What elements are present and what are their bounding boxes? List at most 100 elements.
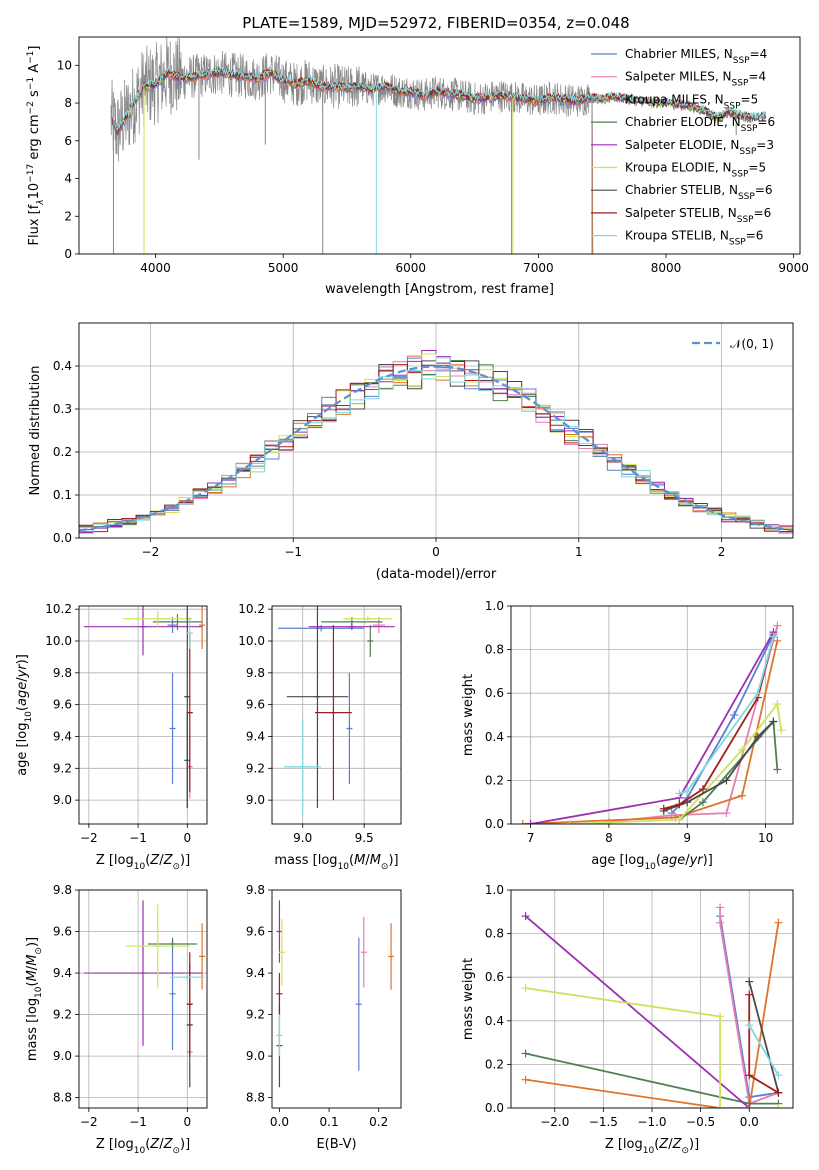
legend-sub: SSP <box>729 238 746 248</box>
label-part: ( <box>145 1137 150 1152</box>
label-part: / <box>15 677 30 682</box>
y-tick-label: 9.6 <box>246 698 265 712</box>
weight-line-salpeter_miles <box>719 907 779 1105</box>
y-tick-label: 9.8 <box>246 883 265 897</box>
label-part: )] <box>180 853 190 868</box>
legend-name: Salpeter MILES, N <box>625 70 732 84</box>
label-part: ⊙ <box>172 862 180 872</box>
y-tick-label: 10.0 <box>45 634 72 648</box>
label-part: mass [log <box>25 998 40 1061</box>
y-tick-label: 0.4 <box>485 1014 504 1028</box>
x-tick-label: 8 <box>605 831 613 845</box>
label-part: −1 <box>26 51 36 64</box>
label-part: 10 <box>24 711 34 723</box>
legend-name: Kroupa STELIB, N <box>625 229 729 243</box>
y-tick-label: 9.2 <box>246 761 265 775</box>
axes-frame <box>78 322 794 539</box>
legend-label-kroupa_stelib: Kroupa STELIB, NSSP=6 <box>625 229 763 248</box>
weight-line-salpeter_miles <box>608 625 779 823</box>
weight-line-chabrier_stelib <box>748 981 780 1093</box>
y-tick-label: 9.0 <box>246 1049 265 1063</box>
legend-label-chabrier_miles: Chabrier MILES, NSSP=4 <box>625 47 767 66</box>
plot-area-mass_vs_ebv <box>276 900 395 1088</box>
mass-Z-y-label: mass [log10(M/M⊙)] <box>25 937 44 1061</box>
plot-area-spectrum <box>110 37 767 254</box>
label-part: age [log <box>15 723 30 776</box>
legend-tail: =5 <box>748 161 766 175</box>
x-tick-label: 8000 <box>651 261 682 275</box>
label-part: 10 <box>134 862 146 872</box>
label-part: ( <box>654 1137 659 1152</box>
label-part: ] <box>27 46 42 51</box>
x-tick-label: 0 <box>432 545 440 559</box>
y-tick-label: 0.6 <box>485 970 504 984</box>
legend-label-salpeter_miles: Salpeter MILES, NSSP=4 <box>625 70 766 89</box>
residuals-x-label: (data-model)/error <box>376 567 497 582</box>
label-part: age [log <box>591 853 644 868</box>
axes-frame <box>510 889 794 1109</box>
label-part: −17 <box>26 164 36 183</box>
y-tick-label: 9.6 <box>53 925 72 939</box>
label-part: Z [log <box>96 1137 134 1152</box>
label-part: Z <box>149 853 160 868</box>
y-tick-label: 2 <box>64 209 72 223</box>
label-part: ( <box>349 853 354 868</box>
x-tick-label: 5000 <box>268 261 299 275</box>
y-tick-label: 9.8 <box>246 666 265 680</box>
label-part: 10 <box>27 183 42 200</box>
axes-age_vs_mass: 9.0 9.5 9.0 9.2 9.4 9.6 9.8 10.0 10.2 mass [log10… <box>238 602 402 872</box>
axes-mass_vs_ebv: 0.0 0.1 0.2 8.8 9.0 9.2 9.4 9.6 9.8 E(B-V) <box>246 883 402 1152</box>
y-tick-label: 0.1 <box>53 488 72 502</box>
y-tick-label: 9.4 <box>246 729 265 743</box>
y-tick-label: 10.2 <box>238 602 265 616</box>
model-spectrum-kroupa_stelib <box>111 66 766 132</box>
legend-name: Salpeter STELIB, N <box>625 206 737 220</box>
label-part: ⊙ <box>681 1146 689 1156</box>
label-part: −1 <box>26 77 36 90</box>
legend-sub: SSP <box>737 215 754 225</box>
label-part: Z <box>163 853 174 868</box>
legend-name: Salpeter ELODIE, N <box>625 138 739 152</box>
legend-tail: =4 <box>748 70 766 84</box>
legend-tail: =3 <box>756 138 774 152</box>
legend-label-chabrier_stelib: Chabrier STELIB, NSSP=6 <box>625 183 773 202</box>
residuals-y-label: Normed distribution <box>28 366 43 496</box>
label-part: ( <box>656 853 661 868</box>
y-tick-label: 9.2 <box>246 1008 265 1022</box>
legend-sub: SSP <box>739 147 756 157</box>
legend-name: Kroupa MILES, N <box>625 92 724 106</box>
plot-area-age_vs_Z <box>83 606 206 809</box>
y-tick-label: 10.0 <box>238 634 265 648</box>
label-part: 10 <box>34 986 44 998</box>
y-tick-label: 9.8 <box>53 883 72 897</box>
x-tick-label: 0.0 <box>740 1115 759 1129</box>
y-tick-label: 4 <box>64 172 72 186</box>
x-tick-label: 9.0 <box>293 831 312 845</box>
label-part: )] <box>388 853 398 868</box>
y-tick-label: 1.0 <box>485 883 504 897</box>
label-part: ( <box>25 981 40 986</box>
weight-line-salpeter_elodie <box>530 631 775 824</box>
y-tick-label: 9.2 <box>53 1008 72 1022</box>
label-part: 10 <box>338 862 350 872</box>
x-tick-label: 1 <box>575 545 583 559</box>
label-part: M <box>354 853 365 868</box>
label-part: −2 <box>26 101 36 114</box>
label-part: )] <box>15 654 30 664</box>
axes-frame <box>78 36 801 255</box>
x-tick-label: 0 <box>183 1115 191 1129</box>
axes-frame <box>510 605 794 825</box>
x-tick-label: 0.2 <box>369 1115 388 1129</box>
weight-line-kroupa_miles <box>525 922 780 1108</box>
label-part: / <box>668 1137 673 1152</box>
model-spectrum-salpeter_stelib <box>111 67 766 132</box>
weight-line-kroupa_stelib <box>679 636 775 795</box>
label-part: λ <box>36 199 46 205</box>
x-tick-label: −1.0 <box>637 1115 666 1129</box>
x-tick-label: 7 <box>527 831 535 845</box>
legend-label-normal: 𝒩(0, 1) <box>730 337 774 351</box>
weight-line-salpeter_elodie <box>525 915 750 1108</box>
label-part: mass [log <box>274 853 337 868</box>
label-part: / <box>159 853 164 868</box>
